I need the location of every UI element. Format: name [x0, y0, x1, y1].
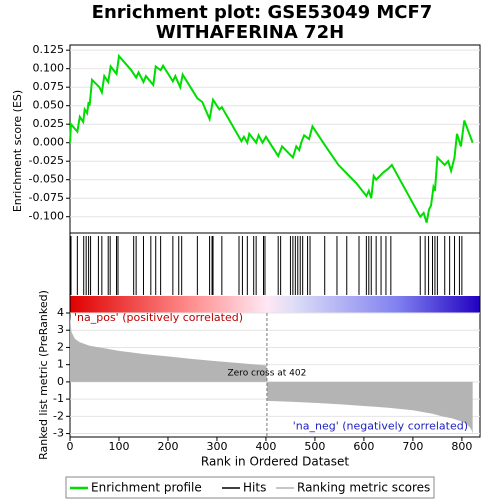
- x-tick-label: 200: [157, 440, 178, 453]
- y-tick-label: 0.125: [33, 43, 65, 56]
- y-tick-label: -0.075: [29, 191, 64, 204]
- y-tick-label: 4: [57, 306, 64, 319]
- x-tick-label: 500: [304, 440, 325, 453]
- y-tick-label: 0.050: [33, 99, 65, 112]
- neg-label: 'na_neg' (negatively correlated): [293, 420, 468, 433]
- metric-area: [70, 316, 473, 434]
- es-line: [69, 53, 474, 223]
- x-tick-label: 800: [451, 440, 472, 453]
- pos-label: 'na_pos' (positively correlated): [74, 311, 243, 324]
- legend-label: Ranking metric scores: [297, 481, 430, 495]
- y-tick-label: -1: [53, 392, 64, 405]
- y-tick-label: 1: [57, 358, 64, 371]
- y-tick-label: -0.050: [29, 173, 64, 186]
- y-tick-label: -3: [53, 427, 64, 440]
- x-tick-label: 0: [67, 440, 74, 453]
- legend-label: Enrichment profile: [91, 481, 202, 495]
- chart-title: WITHAFERINA 72H: [156, 22, 344, 43]
- legend: [65, 476, 435, 499]
- x-tick-label: 400: [255, 440, 276, 453]
- y-axis-label: Enrichment score (ES): [11, 90, 24, 212]
- y-tick-label: -0.025: [29, 154, 64, 167]
- y-axis-label: Ranked list metric (PreRanked): [37, 290, 50, 460]
- color-bar: [70, 296, 480, 313]
- zero-cross-label: Zero cross at 402: [227, 368, 306, 378]
- y-tick-label: 0.000: [33, 136, 65, 149]
- y-tick-label: -2: [53, 409, 64, 422]
- x-tick-label: 700: [402, 440, 423, 453]
- y-tick-label: 2: [57, 340, 64, 353]
- legend-label: Hits: [243, 481, 266, 495]
- x-axis-label: Rank in Ordered Dataset: [201, 455, 349, 469]
- y-tick-label: 0.100: [33, 62, 65, 75]
- y-tick-label: 0: [57, 375, 64, 388]
- x-tick-label: 100: [108, 440, 129, 453]
- x-tick-label: 300: [206, 440, 227, 453]
- x-tick-label: 600: [353, 440, 374, 453]
- y-tick-label: 0.025: [33, 117, 65, 130]
- y-tick-label: 3: [57, 323, 64, 336]
- y-tick-label: -0.100: [29, 210, 64, 223]
- y-tick-label: 0.075: [33, 80, 65, 93]
- chart-title: Enrichment plot: GSE53049 MCF7: [92, 2, 433, 23]
